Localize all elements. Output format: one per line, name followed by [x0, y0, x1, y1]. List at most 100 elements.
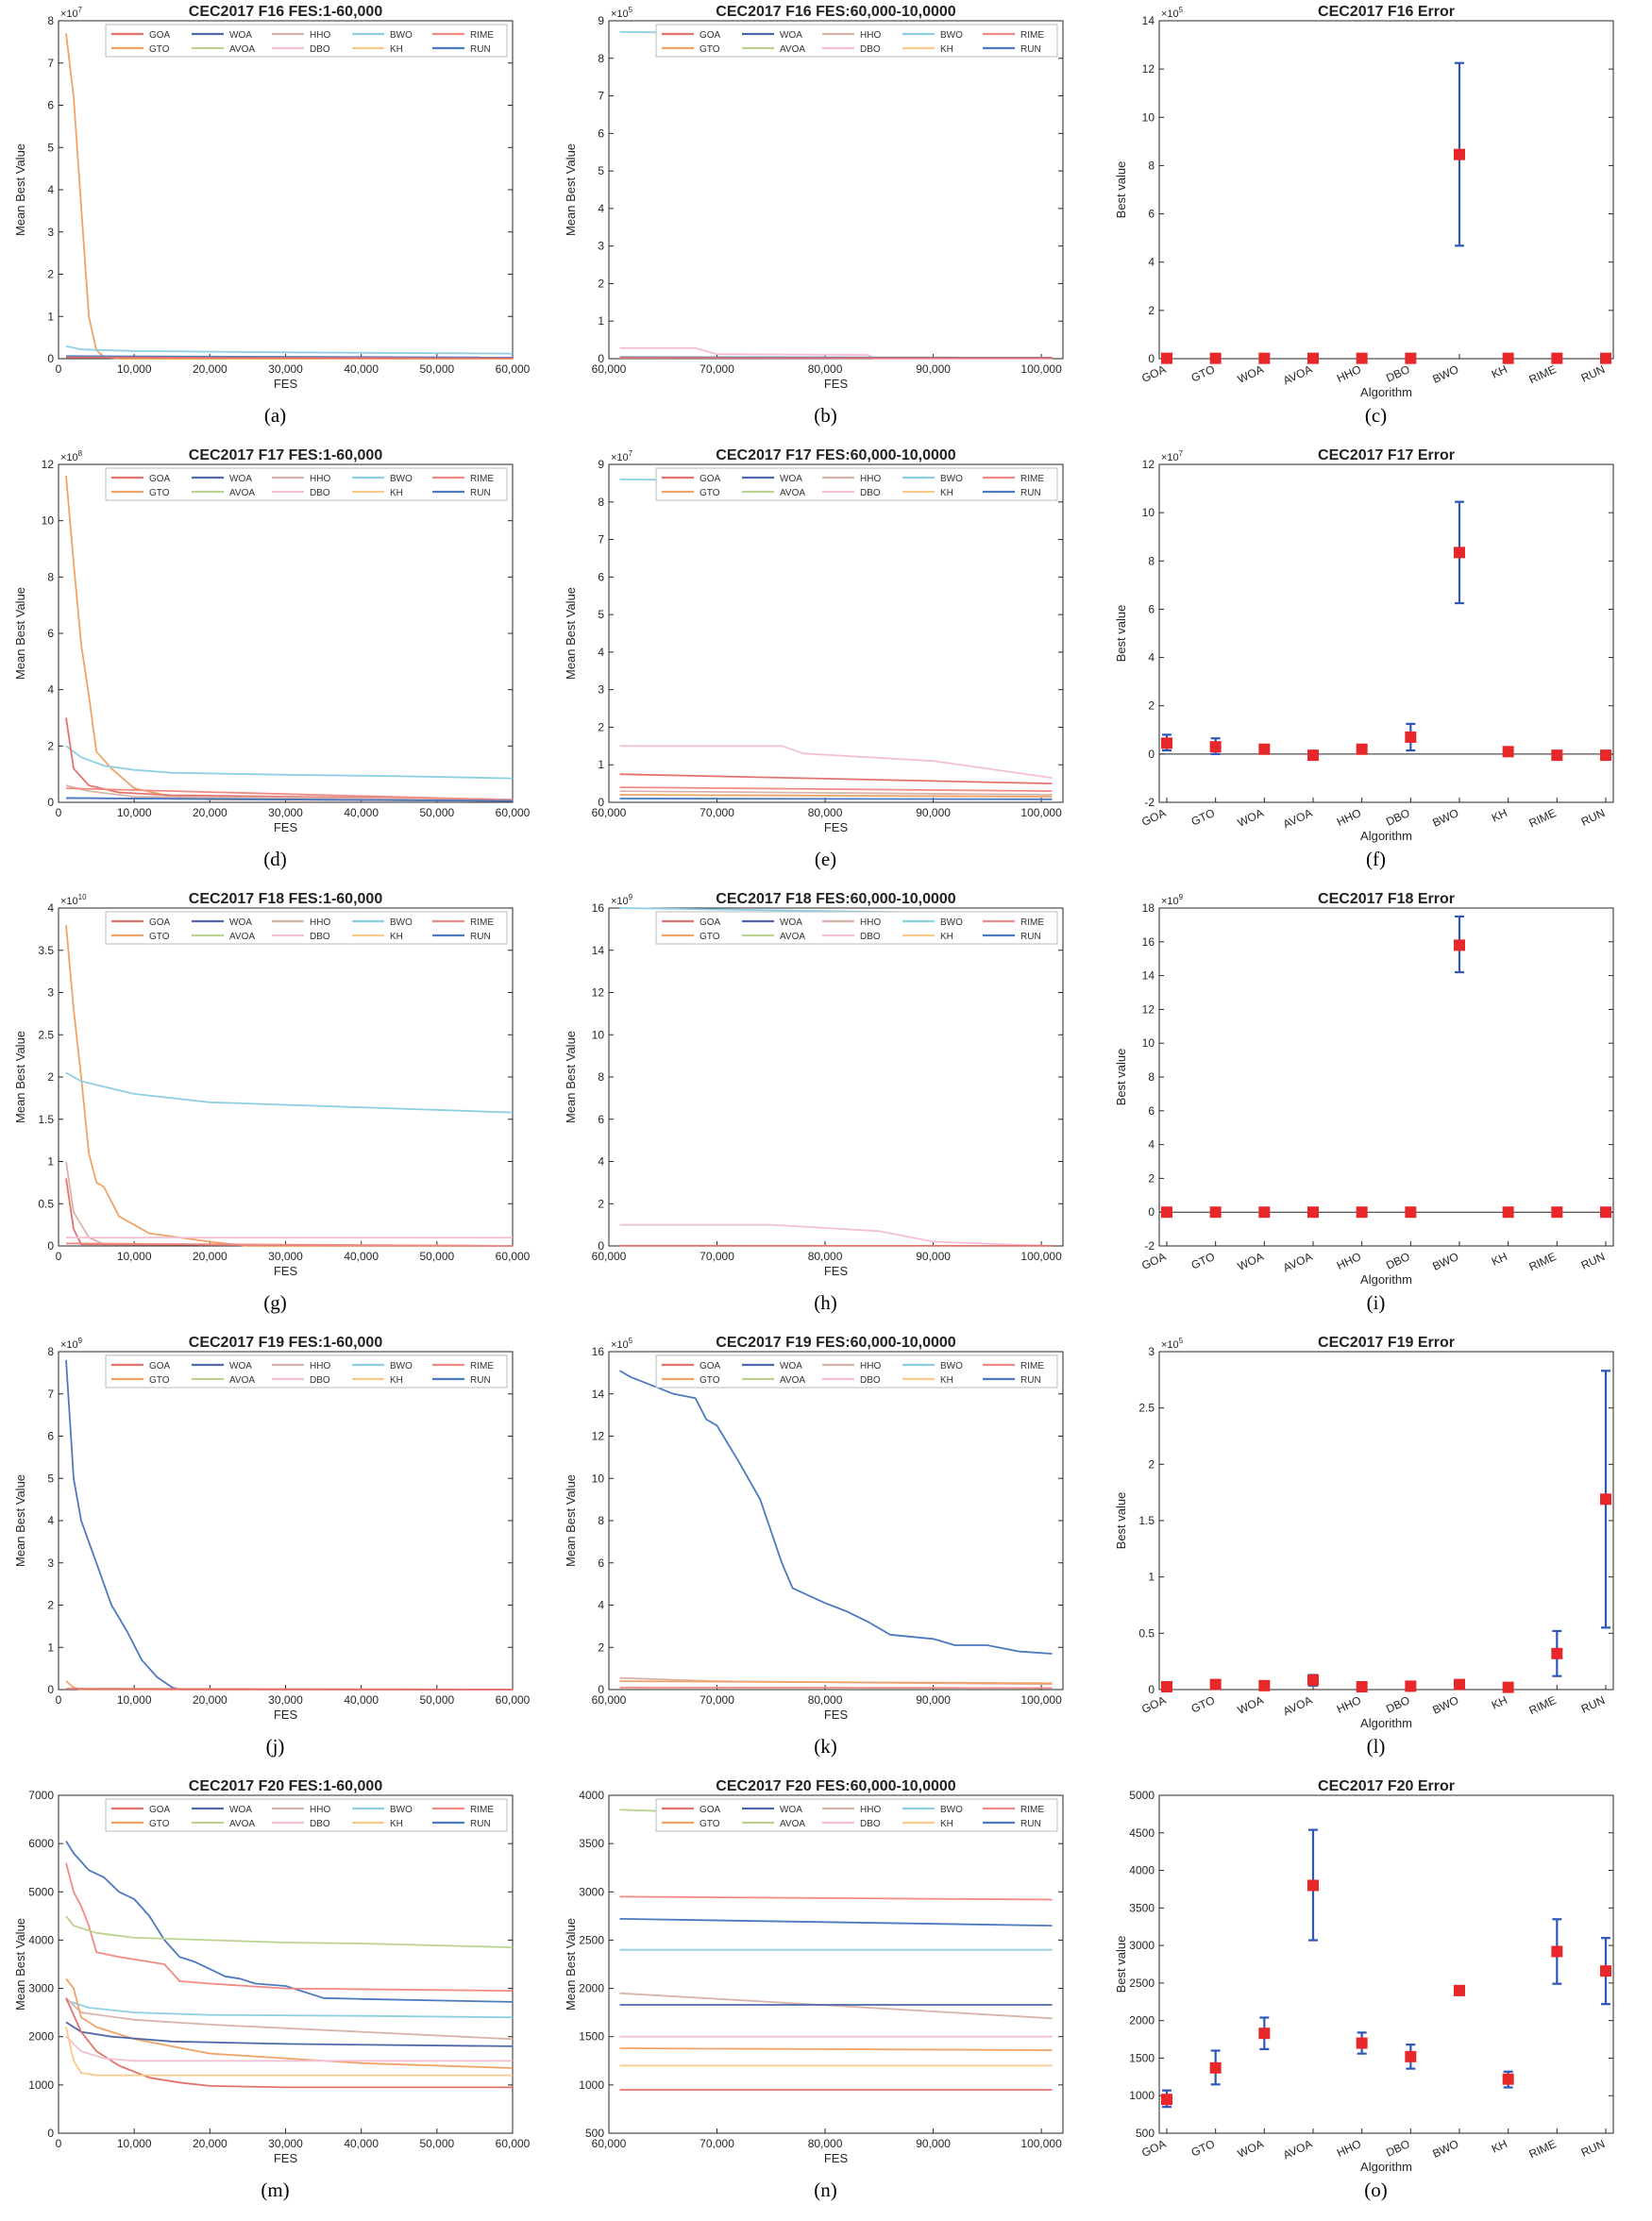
legend-label-gto: GTO: [700, 932, 720, 942]
chart-svg-g: CEC2017 F18 FES:1-60,000 ×1010 0 0.5 1 1.5 2 2.…: [13, 891, 531, 1278]
y-tick-label: 1000: [28, 2078, 54, 2092]
y-tick-label: 1000: [579, 2078, 604, 2092]
legend-label-gto: GTO: [149, 488, 170, 498]
x-tick-label: 0: [56, 2137, 62, 2150]
x-tick-label: 90,000: [916, 1250, 951, 1263]
x-tick-label: 60,000: [496, 806, 531, 819]
legend-label-run: RUN: [1020, 1819, 1041, 1829]
series-line-dbo: [619, 1223, 1053, 1247]
axis-exponent: ×105: [611, 1337, 633, 1351]
y-tick-label: 0: [47, 2127, 54, 2140]
x-axis-label: FES: [274, 2151, 298, 2165]
x-tick-label: HHO: [1335, 806, 1363, 829]
y-tick-label: 1500: [1129, 2051, 1155, 2064]
y-tick-label: 2: [47, 739, 54, 752]
chart-title: CEC2017 F16 FES:1-60,000: [189, 4, 383, 20]
x-tick-label: 50,000: [419, 1693, 454, 1707]
x-tick-label: 60,000: [592, 806, 627, 819]
y-axis-label: Mean Best Value: [564, 1031, 578, 1123]
y-tick-label: 8: [47, 570, 54, 583]
y-tick-label: 4: [47, 183, 54, 196]
x-axis-label: FES: [274, 820, 298, 834]
legend-label-hho: HHO: [310, 1805, 330, 1815]
y-tick-label: 4: [598, 1155, 604, 1169]
plot-area: [1158, 20, 1614, 360]
x-tick-label: 100,000: [1020, 806, 1062, 819]
x-tick-label: RIME: [1526, 806, 1558, 830]
x-tick-label: 30,000: [268, 2137, 303, 2150]
y-axis-label: Mean Best Value: [13, 1031, 27, 1123]
legend-label-rime: RIME: [470, 1361, 494, 1371]
mean-marker-hho: [1356, 352, 1368, 364]
y-tick-label: 4: [598, 202, 604, 215]
y-tick-label: 2: [598, 277, 604, 290]
y-tick-label: 2: [47, 1599, 54, 1612]
x-tick-label: 0: [56, 806, 62, 819]
y-tick-label: 10: [1142, 506, 1155, 519]
y-tick-label: 2.5: [1138, 1402, 1155, 1415]
chart-caption: (l): [1366, 1735, 1386, 1758]
chart-panel-b: CEC2017 F16 FES:60,000-10,0000 ×105 0 1 2 3 4 5…: [550, 0, 1101, 444]
x-tick-label: 80,000: [808, 1250, 843, 1263]
chart-title: CEC2017 F18 FES:1-60,000: [189, 891, 383, 907]
x-tick-label: GTO: [1189, 1693, 1217, 1716]
legend: [105, 467, 508, 501]
mean-marker-woa: [1258, 352, 1271, 364]
chart-title: CEC2017 F19 Error: [1318, 1335, 1455, 1351]
x-tick-label: 70,000: [700, 1693, 734, 1707]
x-tick-label: 60,000: [592, 362, 627, 376]
y-tick-label: 12: [1142, 1002, 1155, 1016]
legend-label-hho: HHO: [860, 474, 881, 484]
chart-panel-h: CEC2017 F18 FES:60,000-10,0000 ×109 0 2 4 6 8 1…: [550, 887, 1101, 1331]
legend-label-rime: RIME: [470, 30, 494, 41]
x-tick-label: 80,000: [808, 1693, 843, 1707]
chart-panel-k: CEC2017 F19 FES:60,000-10,0000 ×105 0 2 4 6 8 1…: [550, 1331, 1101, 1775]
y-tick-label: 12: [42, 458, 55, 471]
legend-label-hho: HHO: [310, 1361, 330, 1371]
y-axis-label: Mean Best Value: [564, 587, 578, 680]
y-axis-label: Best value: [1114, 1492, 1128, 1550]
chart-svg-m: CEC2017 F20 FES:1-60,000 0 1000 2000 3000 400…: [13, 1778, 531, 2165]
y-tick-label: 5000: [28, 1885, 54, 1898]
x-tick-label: 30,000: [268, 1693, 303, 1707]
legend-label-avoa: AVOA: [229, 932, 255, 942]
legend-label-gto: GTO: [149, 44, 170, 55]
x-tick-label: GOA: [1139, 1693, 1168, 1716]
chart-panel-e: CEC2017 F17 FES:60,000-10,0000 ×107 0 1 2 3 4 5…: [550, 444, 1101, 887]
legend-label-gto: GTO: [149, 932, 170, 942]
x-tick-label: 60,000: [496, 1693, 531, 1707]
legend-label-run: RUN: [470, 1375, 491, 1386]
mean-marker-dbo: [1405, 731, 1417, 743]
mean-marker-gto: [1209, 1678, 1222, 1691]
y-axis-label: Mean Best Value: [13, 587, 27, 680]
y-tick-label: 10: [1142, 1036, 1155, 1050]
legend-label-kh: KH: [390, 932, 403, 942]
y-tick-label: 18: [1142, 901, 1155, 915]
mean-marker-avoa: [1307, 1206, 1319, 1219]
axis-exponent: ×109: [1161, 893, 1184, 907]
legend-label-dbo: DBO: [860, 44, 881, 55]
y-tick-label: 5: [598, 164, 604, 177]
y-tick-label: 4: [1148, 651, 1155, 665]
series-line-goa: [65, 1997, 513, 2089]
x-tick-label: KH: [1490, 362, 1509, 381]
x-tick-label: GTO: [1189, 1250, 1217, 1272]
y-tick-label: 0: [598, 352, 604, 365]
legend-label-dbo: DBO: [310, 1375, 330, 1386]
axis-exponent: ×107: [60, 6, 83, 20]
x-tick-label: AVOA: [1281, 1250, 1314, 1274]
x-tick-label: 20,000: [193, 1250, 228, 1263]
legend: [105, 1798, 508, 1832]
x-tick-label: 70,000: [700, 2137, 734, 2150]
chart-caption: (e): [814, 848, 837, 870]
chart-svg-f: CEC2017 F17 Error ×107 -2 0 2 4 6 8 10 12 GOA GTO WO…: [1114, 447, 1614, 843]
y-tick-label: 10: [592, 1472, 605, 1485]
mean-marker-bwo: [1454, 547, 1465, 559]
legend-label-woa: WOA: [780, 917, 802, 928]
x-tick-label: WOA: [1236, 806, 1266, 830]
x-tick-label: 10,000: [117, 806, 152, 819]
legend-label-kh: KH: [390, 488, 403, 498]
mean-marker-avoa: [1307, 749, 1319, 762]
chart-svg-a: CEC2017 F16 FES:1-60,000 ×107 0 1 2 3 4 5 6 7 8 0 10…: [13, 4, 531, 391]
legend-label-gto: GTO: [700, 44, 720, 55]
